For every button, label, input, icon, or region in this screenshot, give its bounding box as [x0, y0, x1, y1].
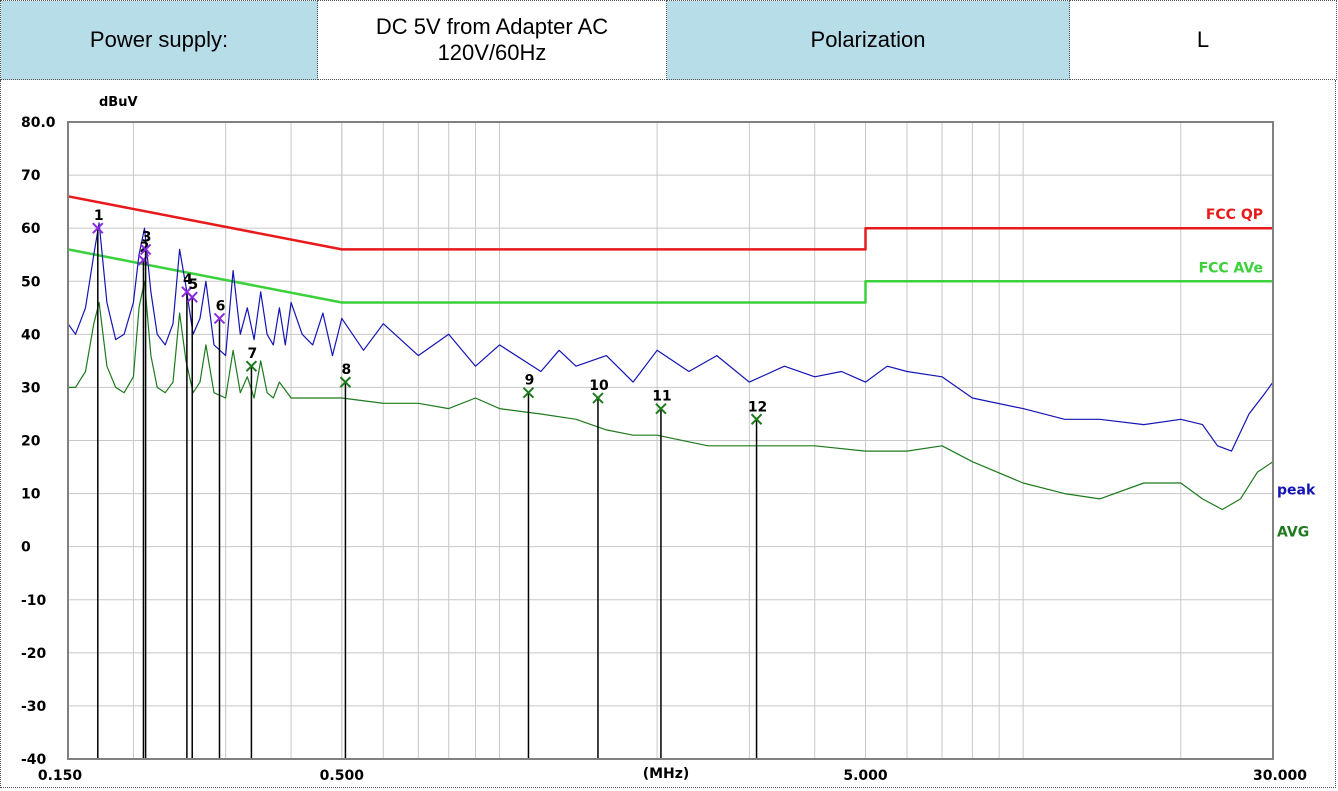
fcc-qp-line [67, 195, 1273, 251]
x-tick-label: 5.000 [843, 768, 888, 784]
y-tick-label: 0 [21, 540, 31, 556]
series-label-peak: peak [1277, 482, 1316, 498]
marker-cross [92, 222, 104, 234]
marker-cross [139, 243, 152, 256]
avg-line [68, 280, 1274, 511]
x-axis-unit: (MHz) [643, 766, 690, 782]
marker-cross [245, 360, 258, 372]
y-tick-label: -20 [21, 646, 47, 662]
marker-label: 3 [142, 229, 152, 245]
y-tick-label: 10 [21, 487, 41, 503]
power-supply-value: DC 5V from Adapter AC 120V/60Hz [317, 0, 667, 80]
y-tick-label: 50 [21, 274, 41, 290]
y-tick-label: 70 [21, 168, 41, 184]
marker-cross [750, 413, 763, 425]
y-tick-label: 80.0 [21, 115, 56, 131]
marker-label: 6 [216, 298, 226, 314]
y-tick-label: 60 [21, 221, 41, 237]
y-tick-label: 20 [21, 434, 41, 450]
power-supply-label: Power supply: [0, 0, 318, 80]
series-label-fcc-ave: FCC AVe [1199, 260, 1263, 276]
series-label-avg: AVG [1277, 525, 1309, 541]
marker-label: 4 [183, 272, 193, 288]
marker-cross [522, 387, 535, 399]
chart-panel: 1 2 3 4 5 6 7 8 9 10 11 12 80.0 70 60 50 40 30 20 10 0 -10 -2… [0, 80, 1336, 788]
marker-label: 5 [188, 277, 198, 293]
grid [68, 122, 1273, 759]
peak-line [67, 222, 1274, 452]
marker-label: 8 [342, 362, 352, 378]
marker-cross [655, 402, 667, 415]
marker-cross [137, 254, 150, 266]
x-tick-label: 30.000 [1253, 768, 1307, 784]
x-tick-label: 0.150 [38, 768, 83, 784]
marker-cross [213, 312, 226, 325]
polarization-value: L [1069, 0, 1337, 80]
marker-cross [186, 291, 198, 303]
marker-label: 7 [248, 346, 258, 362]
y-tick-label: -30 [21, 699, 47, 715]
polarization-label: Polarization [666, 0, 1070, 80]
x-tick-label: 0.500 [320, 768, 365, 784]
trace-lines [67, 222, 1274, 511]
series-labels: FCC QP FCC AVe peak AVG [1199, 207, 1316, 541]
marker-label: 12 [748, 399, 767, 415]
marker-cross [339, 376, 352, 388]
y-tick-label: -10 [21, 593, 47, 609]
y-tick-label: 40 [21, 327, 41, 343]
series-label-fcc-qp: FCC QP [1206, 207, 1263, 223]
y-tick-label: 30 [21, 380, 41, 396]
limit-lines [67, 195, 1273, 304]
plot-frame [67, 121, 1274, 760]
marker-cross [592, 392, 604, 404]
marker-label: 10 [589, 378, 609, 394]
y-axis-unit: dBuV [99, 95, 138, 110]
fcc-ave-line [67, 248, 1273, 304]
marker-label: 1 [94, 208, 104, 224]
marker-label: 11 [652, 389, 671, 405]
test-info-header: Power supply: DC 5V from Adapter AC 120V… [0, 0, 1337, 80]
y-tick-label: -40 [21, 752, 47, 768]
marker-label: 9 [525, 373, 535, 389]
axes: 80.0 70 60 50 40 30 20 10 0 -10 -20 -30 -40 dBuV 0.150… [21, 95, 1307, 784]
